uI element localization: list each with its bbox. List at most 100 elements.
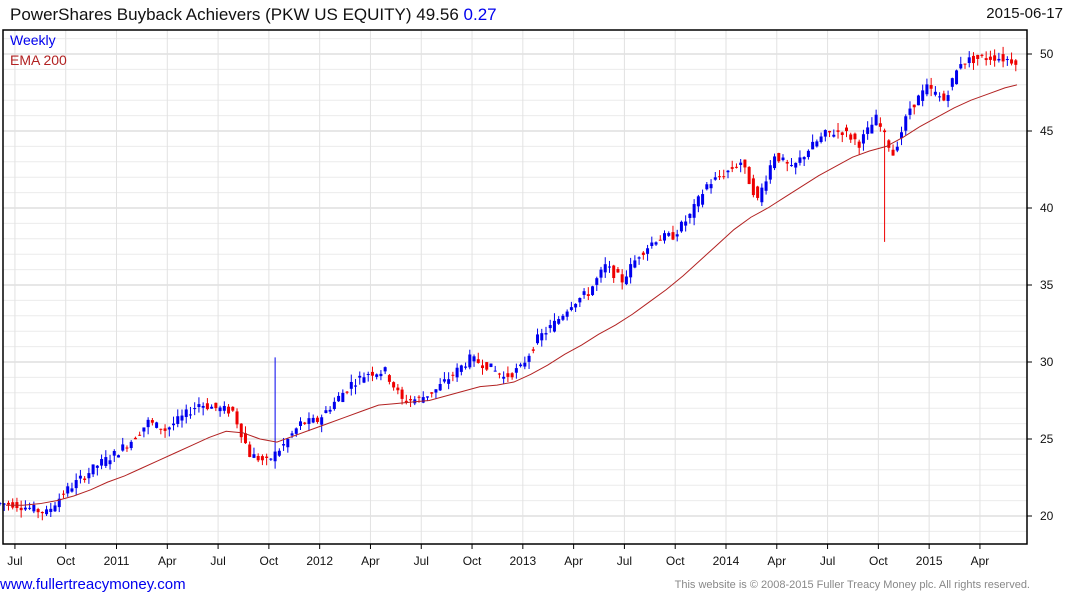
weekly-bar-body: [718, 176, 722, 178]
weekly-bar-body: [878, 123, 882, 127]
weekly-bar-body: [167, 427, 171, 430]
weekly-bar-body: [912, 104, 916, 108]
weekly-bar-body: [510, 373, 514, 378]
weekly-bar-body: [777, 152, 781, 162]
weekly-bar-body: [28, 507, 32, 509]
weekly-bar-body: [785, 162, 789, 164]
weekly-bar-body: [442, 379, 446, 382]
weekly-bar-body: [806, 150, 810, 158]
weekly-bar-body: [248, 444, 252, 457]
weekly-bar-body: [815, 141, 819, 147]
weekly-bar-body: [980, 54, 984, 56]
x-tick-label: Apr: [158, 554, 177, 568]
weekly-bar-body: [857, 141, 861, 148]
weekly-bar-body: [121, 444, 125, 451]
weekly-bar-body: [874, 114, 878, 126]
weekly-bar-body: [239, 423, 243, 438]
x-tick-label: Oct: [666, 554, 685, 568]
x-tick-label: 2014: [713, 554, 740, 568]
weekly-bar-body: [290, 433, 294, 436]
weekly-bar-body: [959, 64, 963, 69]
weekly-bar-body: [180, 415, 184, 421]
weekly-bar-body: [328, 409, 332, 412]
weekly-bar-body: [629, 264, 633, 278]
weekly-bar-body: [908, 108, 912, 115]
y-tick-label: 50: [1040, 47, 1054, 61]
weekly-bar-body: [946, 95, 950, 101]
weekly-bar-body: [497, 373, 501, 375]
weekly-bar-body: [823, 130, 827, 137]
weekly-bar-body: [552, 320, 556, 332]
weekly-bar-body: [988, 56, 992, 60]
x-tick-label: Jul: [617, 554, 632, 568]
weekly-bar-body: [891, 149, 895, 156]
weekly-bar-body: [506, 373, 510, 377]
website-link[interactable]: www.fullertreacymoney.com: [0, 576, 186, 593]
weekly-bar-body: [273, 451, 277, 462]
weekly-bar-body: [646, 248, 650, 254]
weekly-bar-body: [557, 319, 561, 324]
weekly-bar-body: [984, 58, 988, 61]
weekly-bar-body: [358, 375, 362, 378]
weekly-bar-body: [434, 389, 438, 393]
weekly-bar-body: [205, 403, 209, 410]
weekly-bar-body: [214, 402, 218, 409]
weekly-bar-body: [654, 242, 658, 245]
weekly-bar-body: [569, 307, 573, 310]
weekly-bar-body: [544, 333, 548, 335]
weekly-bar-body: [227, 406, 231, 414]
weekly-bar-body: [421, 397, 425, 403]
weekly-bar-body: [489, 363, 493, 367]
weekly-bar-body: [282, 444, 286, 446]
weekly-bar-body: [624, 276, 628, 285]
weekly-bar-body: [142, 427, 146, 432]
weekly-bar-body: [531, 349, 535, 351]
x-tick-label: Oct: [260, 554, 279, 568]
weekly-bar-body: [210, 406, 214, 409]
weekly-bar-body: [781, 157, 785, 161]
weekly-bar-body: [375, 374, 379, 377]
weekly-bar-body: [45, 509, 49, 515]
weekly-bar-body: [603, 264, 607, 273]
x-tick-label: Oct: [869, 554, 888, 568]
weekly-bar-body: [163, 428, 167, 431]
x-tick-label: Jul: [414, 554, 429, 568]
x-tick-label: Oct: [463, 554, 482, 568]
y-tick-label: 40: [1040, 201, 1054, 215]
weekly-bar-body: [146, 419, 150, 428]
weekly-bar-body: [320, 417, 324, 425]
weekly-bar-body: [61, 493, 65, 495]
weekly-bar-body: [188, 414, 192, 416]
weekly-bar-body: [303, 422, 307, 424]
weekly-bar-body: [400, 389, 404, 399]
weekly-bar-body: [976, 54, 980, 59]
weekly-bar-body: [57, 498, 61, 508]
weekly-bar-body: [845, 127, 848, 132]
weekly-bar-body: [172, 423, 176, 426]
weekly-bar-body: [354, 385, 358, 387]
weekly-bar-body: [91, 464, 95, 475]
weekly-bar-body: [675, 234, 679, 237]
weekly-bar-body: [950, 78, 954, 87]
ema-200-line: [6, 84, 1018, 506]
weekly-bar-body: [417, 396, 421, 398]
weekly-bar-body: [925, 84, 929, 95]
weekly-bar-body: [764, 181, 768, 191]
weekly-bar-body: [383, 367, 387, 372]
weekly-bar-body: [125, 447, 129, 449]
weekly-bar-body: [696, 196, 700, 207]
weekly-bar-body: [40, 511, 44, 514]
weekly-bar-body: [1005, 59, 1009, 61]
weekly-bar-body: [523, 362, 527, 367]
weekly-bar-body: [53, 505, 57, 512]
weekly-bar-body: [540, 333, 544, 341]
chart-date: 2015-06-17: [986, 5, 1063, 22]
weekly-bar-body: [32, 504, 36, 512]
weekly-bar-body: [607, 266, 611, 268]
weekly-bar-body: [747, 167, 751, 185]
weekly-bar-body: [184, 409, 188, 418]
weekly-bar-body: [561, 315, 565, 320]
weekly-bar-body: [74, 480, 78, 489]
weekly-bar-body: [620, 274, 624, 283]
weekly-bar-body: [938, 96, 942, 98]
